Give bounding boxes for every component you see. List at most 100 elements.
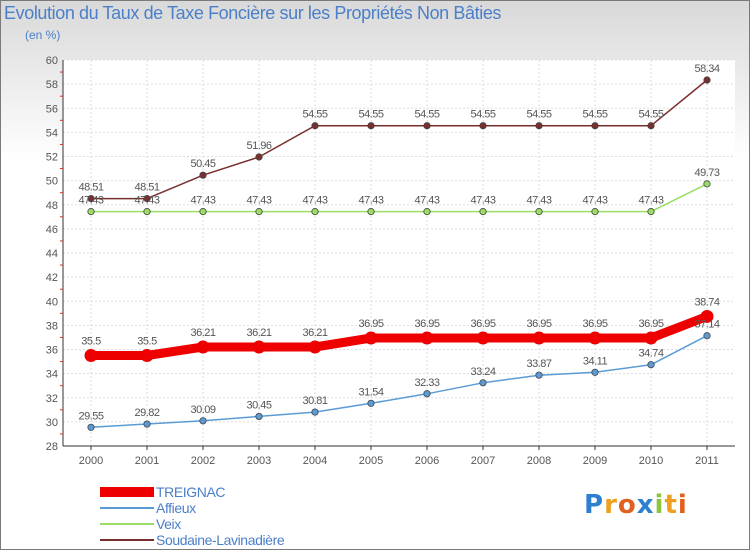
logo-letter: o: [617, 490, 637, 520]
data-label: 51.96: [246, 140, 271, 152]
data-point: [644, 331, 658, 345]
data-point: [588, 331, 602, 345]
data-label: 47.43: [302, 195, 327, 207]
legend: TREIGNAC Affieux Veix Soudaine-Lavinadiè…: [100, 484, 285, 548]
x-tick-label: 2008: [527, 455, 551, 467]
legend-label-treignac: TREIGNAC: [156, 484, 226, 500]
legend-item-affieux: Affieux: [100, 500, 284, 516]
y-tick-label: 34: [46, 369, 58, 381]
data-point: [308, 340, 322, 354]
x-tick-label: 2000: [79, 455, 103, 467]
data-label: 36.95: [582, 318, 607, 330]
logo-letter: t: [664, 490, 678, 520]
series-line-3: [90, 79, 708, 200]
data-point: [703, 76, 711, 84]
x-tick-label: 2004: [303, 455, 327, 467]
data-label: 30.45: [246, 399, 271, 411]
data-point: [364, 331, 378, 345]
data-label: 36.95: [358, 318, 383, 330]
data-label: 29.55: [78, 410, 103, 422]
x-tick-label: 2009: [583, 455, 607, 467]
x-tick-label: 2010: [639, 455, 663, 467]
data-label: 50.45: [190, 158, 215, 170]
data-point: [311, 208, 319, 216]
data-point: [311, 122, 319, 130]
data-label: 36.95: [414, 318, 439, 330]
x-tick-label: 2003: [247, 455, 271, 467]
logo-letter: i: [654, 490, 665, 520]
data-point: [311, 408, 319, 416]
data-label: 49.73: [694, 167, 719, 179]
data-label: 54.55: [358, 109, 383, 121]
data-label: 35.5: [137, 336, 157, 348]
unit-label: (en %): [25, 28, 61, 42]
y-tick-label: 50: [46, 176, 58, 188]
data-label: 31.54: [358, 386, 383, 398]
data-label: 30.09: [190, 404, 215, 416]
data-point: [87, 194, 95, 203]
data-point: [703, 180, 711, 188]
data-point: [423, 390, 431, 398]
legend-label-veix: Veix: [156, 516, 181, 532]
data-label: 54.55: [526, 109, 551, 121]
data-label: 34.74: [638, 348, 663, 360]
x-tick-label: 2006: [415, 455, 439, 467]
data-point: [367, 399, 375, 407]
data-label: 47.43: [470, 195, 495, 207]
data-label: 30.81: [302, 395, 327, 407]
data-label: 54.55: [582, 109, 607, 121]
x-tick-label: 2005: [359, 455, 383, 467]
data-point: [143, 420, 151, 428]
data-point: [423, 122, 431, 130]
legend-item-veix: Veix: [100, 516, 284, 532]
data-point: [703, 332, 711, 340]
data-label: 47.43: [246, 195, 271, 207]
data-label: 32.33: [414, 377, 439, 389]
data-point: [591, 368, 599, 376]
data-label: 33.87: [526, 358, 551, 370]
y-tick-label: 38: [46, 320, 58, 332]
data-label: 36.21: [246, 327, 271, 339]
legend-swatch-soudaine-lavinadiere: [100, 539, 154, 541]
data-point: [535, 371, 543, 379]
data-label: 37.14: [694, 319, 719, 331]
data-label: 54.55: [302, 109, 327, 121]
legend-item-treignac: TREIGNAC: [100, 484, 284, 500]
data-point: [367, 122, 375, 130]
y-tick-label: 30: [46, 417, 58, 429]
y-tick-label: 46: [46, 224, 58, 236]
data-label: 48.51: [78, 182, 103, 194]
data-point: [87, 208, 95, 216]
y-tick-label: 28: [46, 441, 58, 453]
series-line-1: [90, 334, 708, 429]
data-point: [479, 208, 487, 216]
data-label: 47.43: [78, 195, 103, 207]
data-point: [700, 309, 714, 323]
x-tick-label: 2002: [191, 455, 215, 467]
data-label: 33.24: [470, 366, 495, 378]
data-point: [535, 122, 543, 130]
data-point: [591, 208, 599, 216]
proxiti-logo: Proxiti: [584, 490, 688, 520]
logo-letter: i: [677, 490, 688, 520]
data-point: [476, 331, 490, 345]
data-point: [199, 417, 207, 425]
legend-swatch-treignac: [100, 487, 154, 497]
data-point: [255, 208, 263, 216]
chart-title: Evolution du Taux de Taxe Foncière sur l…: [4, 3, 502, 23]
data-point: [143, 194, 151, 203]
data-point: [647, 122, 655, 130]
data-point: [367, 208, 375, 216]
legend-swatch-veix: [100, 523, 154, 525]
data-label: 29.82: [134, 407, 159, 419]
data-label: 36.95: [470, 318, 495, 330]
data-label: 35.5: [81, 336, 101, 348]
y-tick-label: 42: [46, 272, 58, 284]
data-label: 34.11: [583, 355, 608, 367]
data-point: [143, 208, 151, 216]
y-tick-label: 56: [46, 103, 58, 115]
data-label: 47.43: [582, 195, 607, 207]
data-point: [252, 340, 266, 354]
y-tick-label: 58: [46, 79, 58, 91]
data-point: [479, 122, 487, 130]
